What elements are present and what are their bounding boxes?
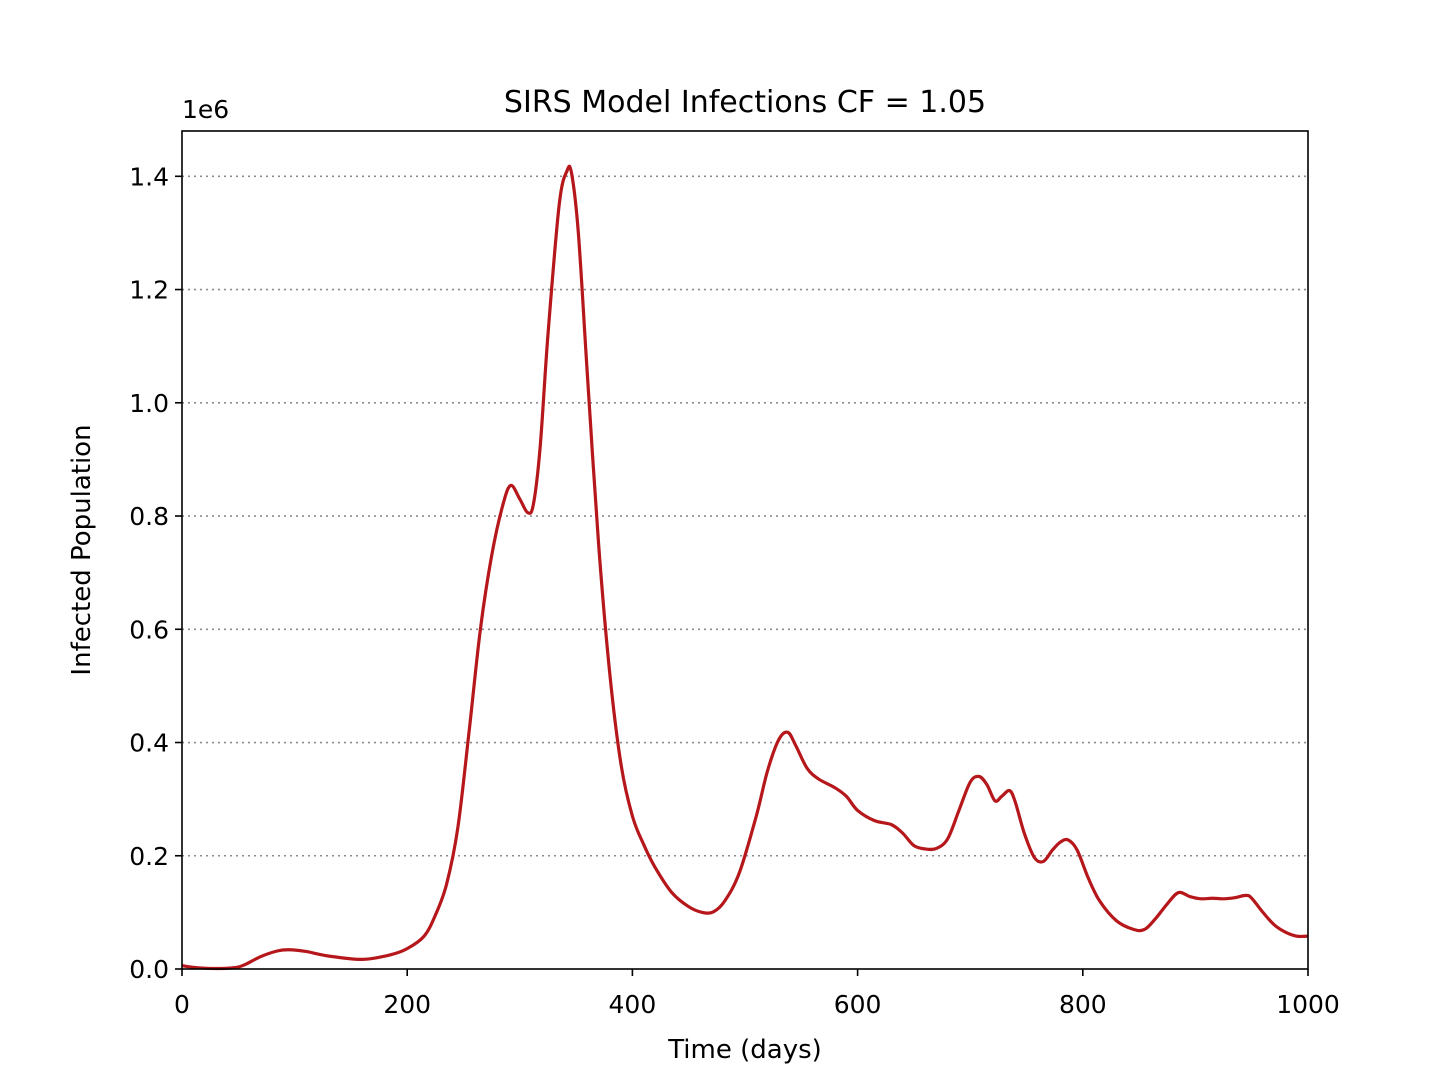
y-tick-label: 0.2 (129, 842, 169, 871)
y-axis-ticks: 0.0 0.2 0.4 0.6 0.8 1.0 1.2 1.4 (129, 162, 182, 984)
x-tick-label: 1000 (1276, 990, 1340, 1019)
x-tick-label: 0 (174, 990, 190, 1019)
x-axis-label: Time (days) (667, 1035, 822, 1065)
x-tick-label: 200 (383, 990, 431, 1019)
chart-title: SIRS Model Infections CF = 1.05 (504, 85, 986, 120)
y-tick-label: 1.4 (129, 162, 169, 191)
y-tick-label: 0.4 (129, 729, 169, 758)
x-tick-label: 800 (1059, 990, 1107, 1019)
y-offset-label: 1e6 (182, 95, 229, 124)
series-layer (181, 164, 1309, 971)
x-tick-label: 600 (834, 990, 882, 1019)
plot-frame (181, 130, 1309, 970)
plot-background (182, 131, 1308, 969)
y-tick-label: 0.8 (129, 502, 169, 531)
grid-lines (182, 175, 1308, 857)
series-line-infected (181, 164, 1309, 971)
y-tick-label: 0.6 (129, 615, 169, 644)
y-tick-label: 0.0 (129, 955, 169, 984)
x-axis-ticks: 0 200 400 600 800 1000 (174, 969, 1340, 1019)
y-tick-label: 1.2 (129, 276, 169, 305)
y-tick-label: 1.0 (129, 389, 169, 418)
x-tick-label: 400 (609, 990, 657, 1019)
y-axis-label: Infected Population (67, 424, 97, 675)
